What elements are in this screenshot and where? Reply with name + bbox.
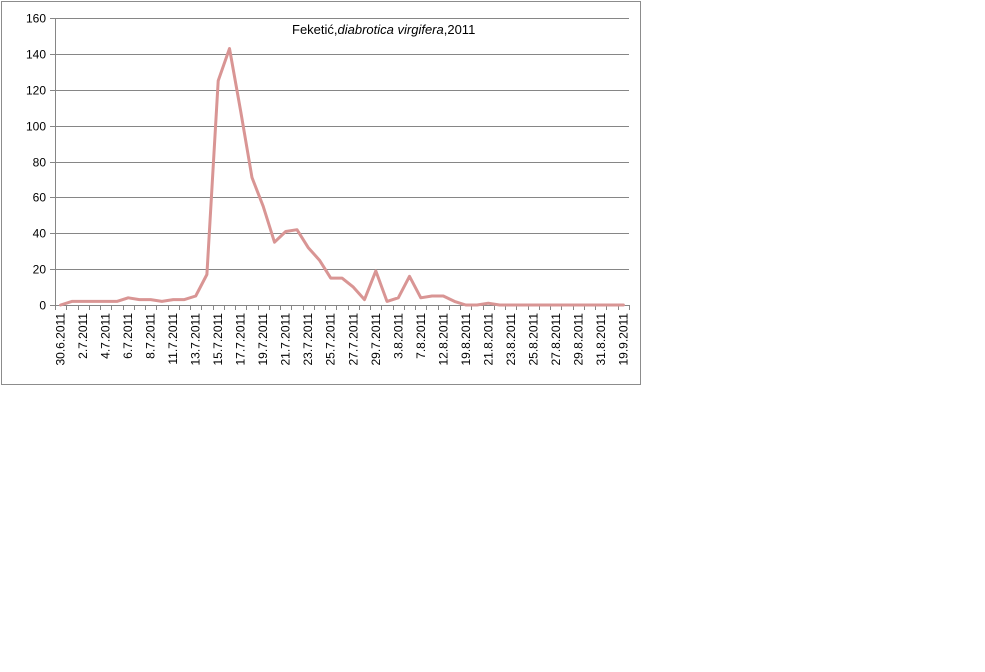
data-point — [251, 176, 253, 178]
data-point — [453, 300, 455, 302]
y-tick-label: 160 — [26, 12, 46, 26]
chart-title: Feketić,diabrotica virgifera,2011 — [292, 22, 475, 37]
y-tick-label: 60 — [33, 191, 47, 205]
data-point — [149, 298, 151, 300]
data-point — [408, 275, 410, 277]
data-point — [318, 259, 320, 261]
x-tick-label: 2.7.2011 — [76, 313, 90, 359]
y-tick-label: 140 — [26, 48, 46, 62]
data-point — [341, 277, 343, 279]
y-tick-label: 0 — [39, 299, 46, 313]
data-point — [71, 300, 73, 302]
data-point — [476, 304, 478, 306]
data-point — [330, 277, 332, 279]
x-tick-label: 19.8.2011 — [459, 313, 473, 366]
x-tick-label: 25.7.2011 — [324, 313, 338, 366]
gridlines — [55, 18, 629, 270]
data-point — [127, 297, 129, 299]
data-point — [622, 304, 624, 306]
data-point — [386, 300, 388, 302]
axes — [50, 18, 630, 310]
x-tick-label: 19.9.2011 — [616, 313, 630, 366]
x-tick-label: 7.8.2011 — [414, 313, 428, 359]
data-point — [138, 298, 140, 300]
data-point — [307, 246, 309, 248]
x-tick-label: 31.8.2011 — [594, 313, 608, 366]
x-tick-label: 29.7.2011 — [369, 313, 383, 366]
x-tick-label: 21.7.2011 — [279, 313, 293, 366]
x-tick-label: 23.8.2011 — [504, 313, 518, 366]
data-point — [600, 304, 602, 306]
series-line — [59, 47, 625, 307]
series-layer — [59, 47, 625, 307]
data-point — [498, 304, 500, 306]
chart-frame: 0 20 40 60 80 100 120 140 160 30.6.2011 2.7.2011 4… — [1, 1, 641, 385]
data-point — [487, 302, 489, 304]
data-point — [352, 286, 354, 288]
y-tick-label: 100 — [26, 120, 46, 134]
x-tick-label: 29.8.2011 — [571, 313, 585, 366]
y-tick-label: 40 — [33, 227, 47, 241]
data-point — [420, 297, 422, 299]
data-point — [172, 298, 174, 300]
x-tick-label: 6.7.2011 — [121, 313, 135, 359]
data-point — [59, 304, 61, 306]
data-point — [532, 304, 534, 306]
line-chart: 0 20 40 60 80 100 120 140 160 30.6.2011 2.7.2011 4… — [26, 12, 631, 366]
data-point — [82, 300, 84, 302]
data-point — [375, 270, 377, 272]
data-point — [93, 300, 95, 302]
data-point — [555, 304, 557, 306]
data-point — [510, 304, 512, 306]
x-tick-label: 15.7.2011 — [211, 313, 225, 366]
data-point — [194, 295, 196, 297]
data-point — [161, 300, 163, 302]
data-point — [285, 230, 287, 232]
data-point — [240, 110, 242, 112]
x-tick-label: 8.7.2011 — [144, 313, 158, 359]
x-tick-label: 11.7.2011 — [166, 313, 180, 365]
x-axis-tick-labels: 30.6.2011 2.7.2011 4.7.2011 6.7.2011 8.7.201… — [54, 313, 631, 366]
data-point — [116, 300, 118, 302]
data-point — [543, 304, 545, 306]
y-tick-label: 80 — [33, 156, 47, 170]
x-tick-label: 13.7.2011 — [189, 313, 203, 366]
x-tick-label: 21.8.2011 — [481, 313, 495, 366]
x-tick-label: 12.8.2011 — [436, 313, 450, 366]
data-point — [397, 297, 399, 299]
x-tick-label: 27.7.2011 — [346, 313, 360, 366]
data-point — [465, 304, 467, 306]
data-point — [521, 304, 523, 306]
data-point — [566, 304, 568, 306]
chart-title-italic: diabrotica virgifera — [338, 22, 444, 37]
data-point — [104, 300, 106, 302]
data-point — [431, 295, 433, 297]
data-point — [588, 304, 590, 306]
x-tick-label: 25.8.2011 — [526, 313, 540, 366]
data-point — [183, 298, 185, 300]
data-point — [206, 273, 208, 275]
data-point — [296, 228, 298, 230]
y-tick-label: 120 — [26, 84, 46, 98]
data-point — [442, 295, 444, 297]
y-tick-label: 20 — [33, 263, 47, 277]
x-tick-label: 4.7.2011 — [99, 313, 113, 359]
data-point — [262, 205, 264, 207]
data-point — [217, 80, 219, 82]
data-point — [228, 47, 230, 49]
data-point — [611, 304, 613, 306]
data-point — [363, 298, 365, 300]
chart-title-prefix: Feketić, — [292, 22, 338, 37]
x-tick-label: 27.8.2011 — [549, 313, 563, 366]
x-tick-label: 3.8.2011 — [391, 313, 405, 359]
data-point — [577, 304, 579, 306]
data-point — [273, 241, 275, 243]
x-tick-label: 30.6.2011 — [54, 313, 68, 366]
x-tick-label: 17.7.2011 — [234, 313, 248, 366]
x-tick-label: 23.7.2011 — [301, 313, 315, 366]
y-axis-tick-labels: 0 20 40 60 80 100 120 140 160 — [26, 12, 46, 313]
x-tick-label: 19.7.2011 — [256, 313, 270, 366]
chart-title-suffix: ,2011 — [444, 22, 476, 37]
